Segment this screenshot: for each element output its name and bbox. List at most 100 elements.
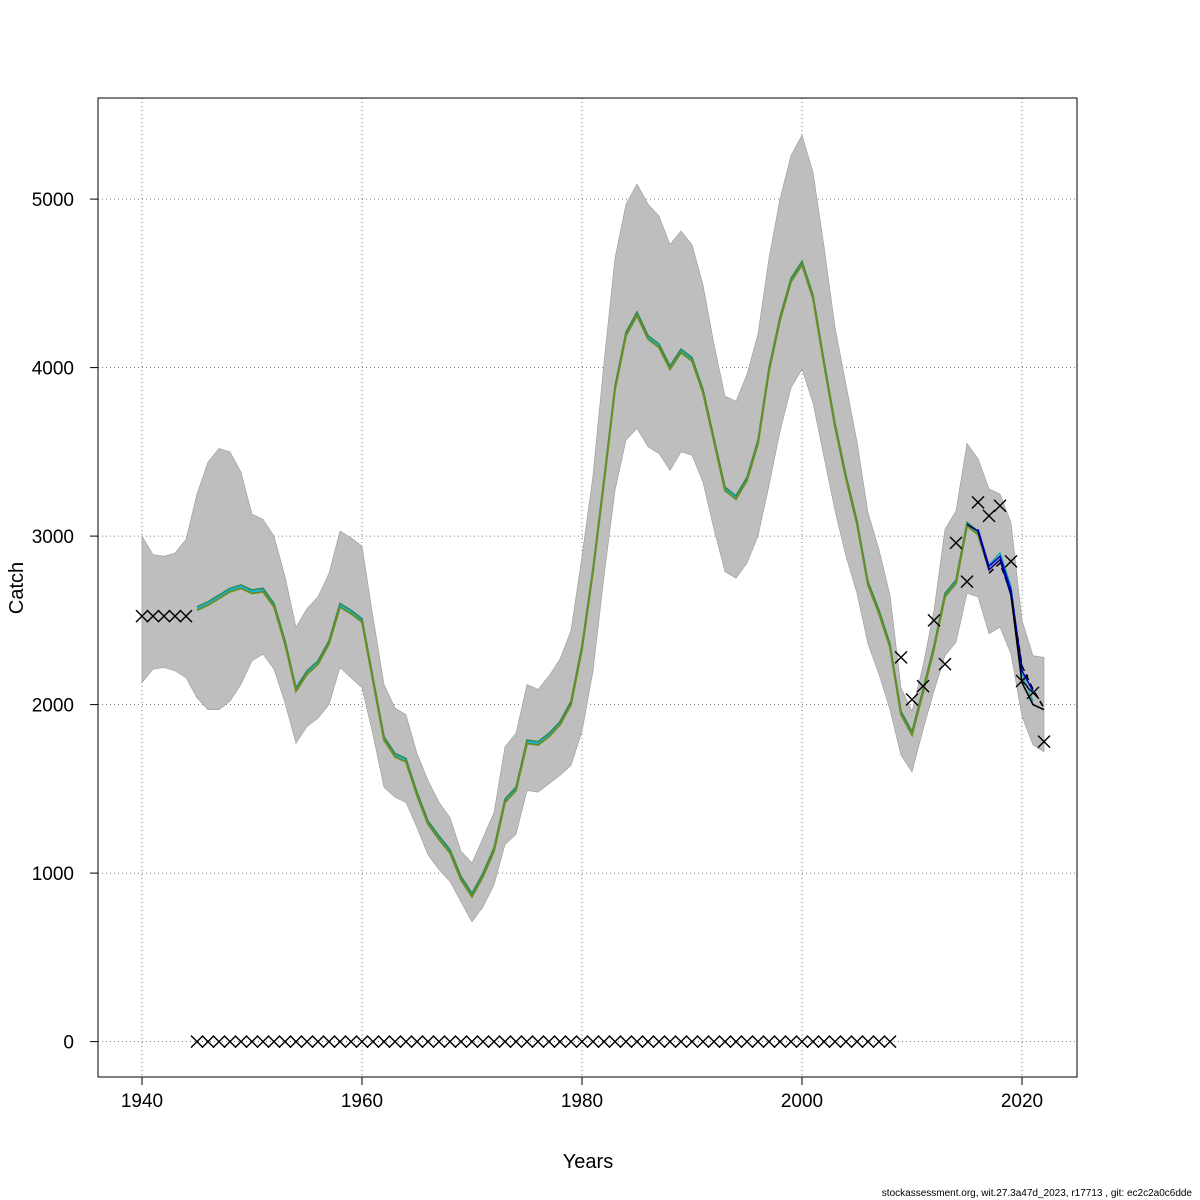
observation-point bbox=[685, 1035, 699, 1049]
observation-point bbox=[751, 1035, 765, 1049]
observation-point bbox=[234, 1035, 248, 1049]
observation-point bbox=[696, 1035, 710, 1049]
observation-point bbox=[938, 657, 952, 671]
observation-point bbox=[740, 1035, 754, 1049]
observation-point bbox=[542, 1035, 556, 1049]
observation-point bbox=[322, 1035, 336, 1049]
observation-markers-layer bbox=[135, 495, 1051, 1049]
observation-point bbox=[916, 679, 930, 693]
fit-line-main bbox=[196, 262, 990, 899]
observation-point bbox=[729, 1035, 743, 1049]
x-tick-label-3: 2000 bbox=[781, 1091, 823, 1112]
observation-point bbox=[641, 1035, 655, 1049]
observation-point bbox=[883, 1035, 897, 1049]
confidence-band-layer bbox=[141, 134, 1045, 923]
x-axis-title: Years bbox=[563, 1151, 613, 1173]
x-tick-label-4: 2020 bbox=[1001, 1091, 1043, 1112]
observation-point bbox=[762, 1035, 776, 1049]
observation-point bbox=[245, 1035, 259, 1049]
y-tick-label-5: 5000 bbox=[32, 190, 74, 211]
observation-point bbox=[432, 1035, 446, 1049]
y-tick-label-0: 0 bbox=[63, 1033, 74, 1054]
observation-point bbox=[894, 650, 908, 664]
observation-point bbox=[267, 1035, 281, 1049]
observation-point bbox=[927, 613, 941, 627]
observation-point bbox=[630, 1035, 644, 1049]
observation-point bbox=[520, 1035, 534, 1049]
confidence-band bbox=[141, 134, 1045, 923]
observation-point bbox=[476, 1035, 490, 1049]
observation-point bbox=[1026, 686, 1040, 700]
y-axis-title: Catch bbox=[6, 562, 28, 614]
observation-point bbox=[828, 1035, 842, 1049]
observation-point bbox=[1004, 554, 1018, 568]
observation-point bbox=[619, 1035, 633, 1049]
observation-point bbox=[223, 1035, 237, 1049]
observation-point bbox=[256, 1035, 270, 1049]
x-tick-label-1: 1960 bbox=[341, 1091, 383, 1112]
observation-point bbox=[146, 609, 160, 623]
observation-point bbox=[872, 1035, 886, 1049]
y-tick-label-1: 1000 bbox=[32, 864, 74, 885]
observation-point bbox=[597, 1035, 611, 1049]
observation-point bbox=[399, 1035, 413, 1049]
observation-point bbox=[1037, 735, 1051, 749]
observation-point bbox=[278, 1035, 292, 1049]
observation-point bbox=[575, 1035, 589, 1049]
observation-point bbox=[718, 1035, 732, 1049]
x-tick-label-0: 1940 bbox=[121, 1091, 163, 1112]
y-tick-label-3: 3000 bbox=[32, 527, 74, 548]
observation-point bbox=[289, 1035, 303, 1049]
observation-point bbox=[168, 609, 182, 623]
observation-point bbox=[674, 1035, 688, 1049]
observation-point bbox=[410, 1035, 424, 1049]
observation-point bbox=[201, 1035, 215, 1049]
axes: 1940 1960 1980 2000 2020 0 1000 2000 3000 4000 500… bbox=[32, 190, 1043, 1112]
observation-point bbox=[784, 1035, 798, 1049]
series-lines-layer bbox=[196, 259, 1045, 899]
x-tick-label-2: 1980 bbox=[561, 1091, 603, 1112]
observation-point bbox=[850, 1035, 864, 1049]
footnote: stockassessment.org, wit.27.3a47d_2023, … bbox=[882, 1188, 1193, 1199]
observation-point bbox=[773, 1035, 787, 1049]
observation-point bbox=[586, 1035, 600, 1049]
observation-point bbox=[454, 1035, 468, 1049]
observation-point bbox=[355, 1035, 369, 1049]
observation-point bbox=[344, 1035, 358, 1049]
observation-point bbox=[498, 1035, 512, 1049]
y-tick-label-2: 2000 bbox=[32, 696, 74, 717]
observation-point bbox=[190, 1035, 204, 1049]
observation-point bbox=[839, 1035, 853, 1049]
observation-point bbox=[421, 1035, 435, 1049]
observation-point bbox=[157, 609, 171, 623]
retro-tail-4 bbox=[1010, 595, 1045, 711]
observation-point bbox=[971, 495, 985, 509]
observation-point bbox=[993, 499, 1007, 513]
observation-point bbox=[388, 1035, 402, 1049]
observation-point bbox=[960, 575, 974, 589]
observation-point bbox=[949, 536, 963, 550]
observation-point bbox=[443, 1035, 457, 1049]
observation-point bbox=[652, 1035, 666, 1049]
observation-point bbox=[366, 1035, 380, 1049]
observation-point bbox=[509, 1035, 523, 1049]
retro-tail-1 bbox=[988, 551, 1034, 702]
observation-point bbox=[135, 609, 149, 623]
observation-point bbox=[817, 1035, 831, 1049]
observation-point bbox=[212, 1035, 226, 1049]
observation-point bbox=[1015, 674, 1029, 688]
observation-point bbox=[608, 1035, 622, 1049]
retro-tail-2 bbox=[977, 529, 1034, 692]
observation-point bbox=[861, 1035, 875, 1049]
observation-point bbox=[300, 1035, 314, 1049]
observation-point bbox=[487, 1035, 501, 1049]
observation-point bbox=[663, 1035, 677, 1049]
observation-point bbox=[707, 1035, 721, 1049]
observation-point bbox=[806, 1035, 820, 1049]
observation-point bbox=[795, 1035, 809, 1049]
observation-point bbox=[311, 1035, 325, 1049]
observation-point bbox=[377, 1035, 391, 1049]
observation-point bbox=[179, 609, 193, 623]
observation-point bbox=[982, 509, 996, 523]
